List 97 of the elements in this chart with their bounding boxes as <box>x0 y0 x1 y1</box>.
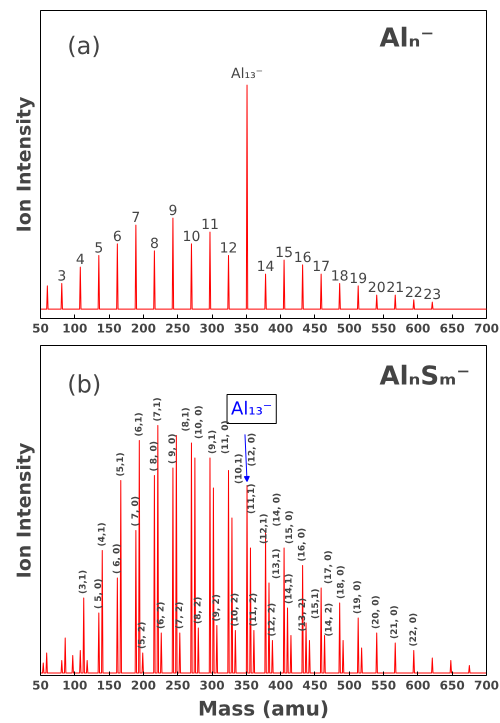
annotation: (21, 0) <box>390 605 400 639</box>
x-tick-label: 650 <box>440 322 465 336</box>
x-tick-label: 600 <box>405 678 430 692</box>
annotation: (15, 0) <box>285 510 296 544</box>
annotation: (10, 0) <box>194 405 204 439</box>
x-axis-title: Mass (amu) <box>198 696 330 720</box>
annotation: Al₁₃⁻ <box>231 398 272 420</box>
annotation: 20 <box>368 280 386 296</box>
x-tick-label: 150 <box>96 678 122 692</box>
annotation: 22 <box>404 284 423 301</box>
annotation: (11, 2) <box>248 592 259 626</box>
annotation: 23 <box>423 287 442 304</box>
annotation: ( 8, 0) <box>149 441 160 472</box>
annotation: (7, 2) <box>174 602 185 629</box>
x-tick-label: 650 <box>440 678 465 692</box>
annotation: 15 <box>275 245 294 262</box>
x-tick-label: 500 <box>336 678 362 692</box>
annotation: (16, 0) <box>298 528 308 562</box>
x-tick-label: 400 <box>268 678 294 692</box>
annotation: (14,1) <box>284 574 295 604</box>
annotation: 12 <box>220 240 238 256</box>
annotation: (8, 2) <box>193 596 204 624</box>
y-axis-title: Ion Intensity <box>14 442 36 578</box>
annotation: 4 <box>76 252 85 268</box>
annotation: ( 6, 0) <box>112 544 122 574</box>
x-tick-label: 300 <box>200 322 225 336</box>
x-tick-label: 200 <box>130 678 156 692</box>
annotation: (22, 0) <box>408 612 419 646</box>
chart-title: AlₙSₘ⁻ <box>379 362 470 392</box>
annotation: 18 <box>330 268 349 284</box>
x-tick-label: 700 <box>474 322 500 336</box>
annotation: (5, 2) <box>138 622 148 649</box>
annotation: 9 <box>168 203 178 220</box>
annotation: 7 <box>131 210 140 226</box>
x-tick-label: 450 <box>302 322 328 336</box>
x-tick-label: 400 <box>268 322 294 336</box>
annotation: (10,1) <box>234 454 244 484</box>
x-tick-label: 50 <box>32 678 49 692</box>
x-tick-label: 550 <box>371 678 396 692</box>
annotation: (18, 0) <box>336 565 347 599</box>
annotation: (14, 0) <box>272 492 283 526</box>
annotation: (11, 0) <box>220 420 231 454</box>
annotation: 5 <box>94 240 104 256</box>
annotation: (8,1) <box>181 407 192 432</box>
x-tick-label: 300 <box>200 678 225 692</box>
annotation: ( 9, 0) <box>168 434 178 464</box>
annotation: (3,1) <box>78 570 89 594</box>
x-tick-label: 350 <box>234 322 259 336</box>
x-tick-label: 450 <box>302 678 328 692</box>
x-tick-label: 100 <box>62 678 88 692</box>
x-tick-label: 350 <box>234 678 259 692</box>
annotation: ( 7, 0) <box>130 496 141 526</box>
annotation: (5,1) <box>116 452 126 476</box>
annotation: 21 <box>386 280 404 296</box>
annotation: 17 <box>312 259 330 276</box>
annotation: ( 5, 0) <box>94 578 104 609</box>
x-tick-label: 550 <box>371 322 396 336</box>
text: (a) <box>67 32 101 60</box>
x-tick-label: 50 <box>32 322 49 336</box>
annotation: Al₁₃⁻ <box>230 66 264 82</box>
annotation: 6 <box>112 228 122 245</box>
annotation: 19 <box>349 270 368 287</box>
x-tick-label: 250 <box>165 322 190 336</box>
annotation: (17, 0) <box>324 550 334 584</box>
x-tick-label: 200 <box>130 322 156 336</box>
annotation: 14 <box>256 259 275 276</box>
annotation: 3 <box>57 268 66 284</box>
x-tick-label: 500 <box>336 322 362 336</box>
annotation: (12,1) <box>259 514 270 544</box>
annotation: (10, 2) <box>230 592 240 626</box>
annotation: (13,1) <box>272 548 282 579</box>
annotation: (4,1) <box>97 522 108 546</box>
annotation: (13, 2) <box>298 598 308 632</box>
x-tick-label: 600 <box>405 322 430 336</box>
annotation: (7,1) <box>152 397 163 422</box>
chart-title: Alₙ⁻ <box>379 24 434 54</box>
annotation: (12, 2) <box>267 602 278 636</box>
annotation: (9, 2) <box>212 594 222 622</box>
annotation: 8 <box>150 236 159 252</box>
annotation: (15,1) <box>311 588 322 619</box>
x-tick-label: 150 <box>96 322 122 336</box>
text: (b) <box>67 370 102 398</box>
annotation: (19, 0) <box>353 580 364 614</box>
y-axis-title: Ion Intensity <box>14 96 36 232</box>
annotation: (12, 0) <box>248 432 258 466</box>
annotation: (20, 0) <box>372 595 382 629</box>
x-tick-label: 100 <box>62 322 88 336</box>
x-tick-label: 250 <box>165 678 190 692</box>
annotation: 16 <box>294 250 312 266</box>
annotation: 10 <box>182 228 200 245</box>
x-tick-label: 700 <box>474 678 500 692</box>
annotation: (6, 2) <box>156 602 166 629</box>
annotation: (14, 2) <box>324 602 334 636</box>
annotation: 11 <box>201 217 219 234</box>
annotation: (6,1) <box>134 412 144 436</box>
annotation: (11,1) <box>246 484 257 514</box>
annotation: (9,1) <box>208 430 218 454</box>
